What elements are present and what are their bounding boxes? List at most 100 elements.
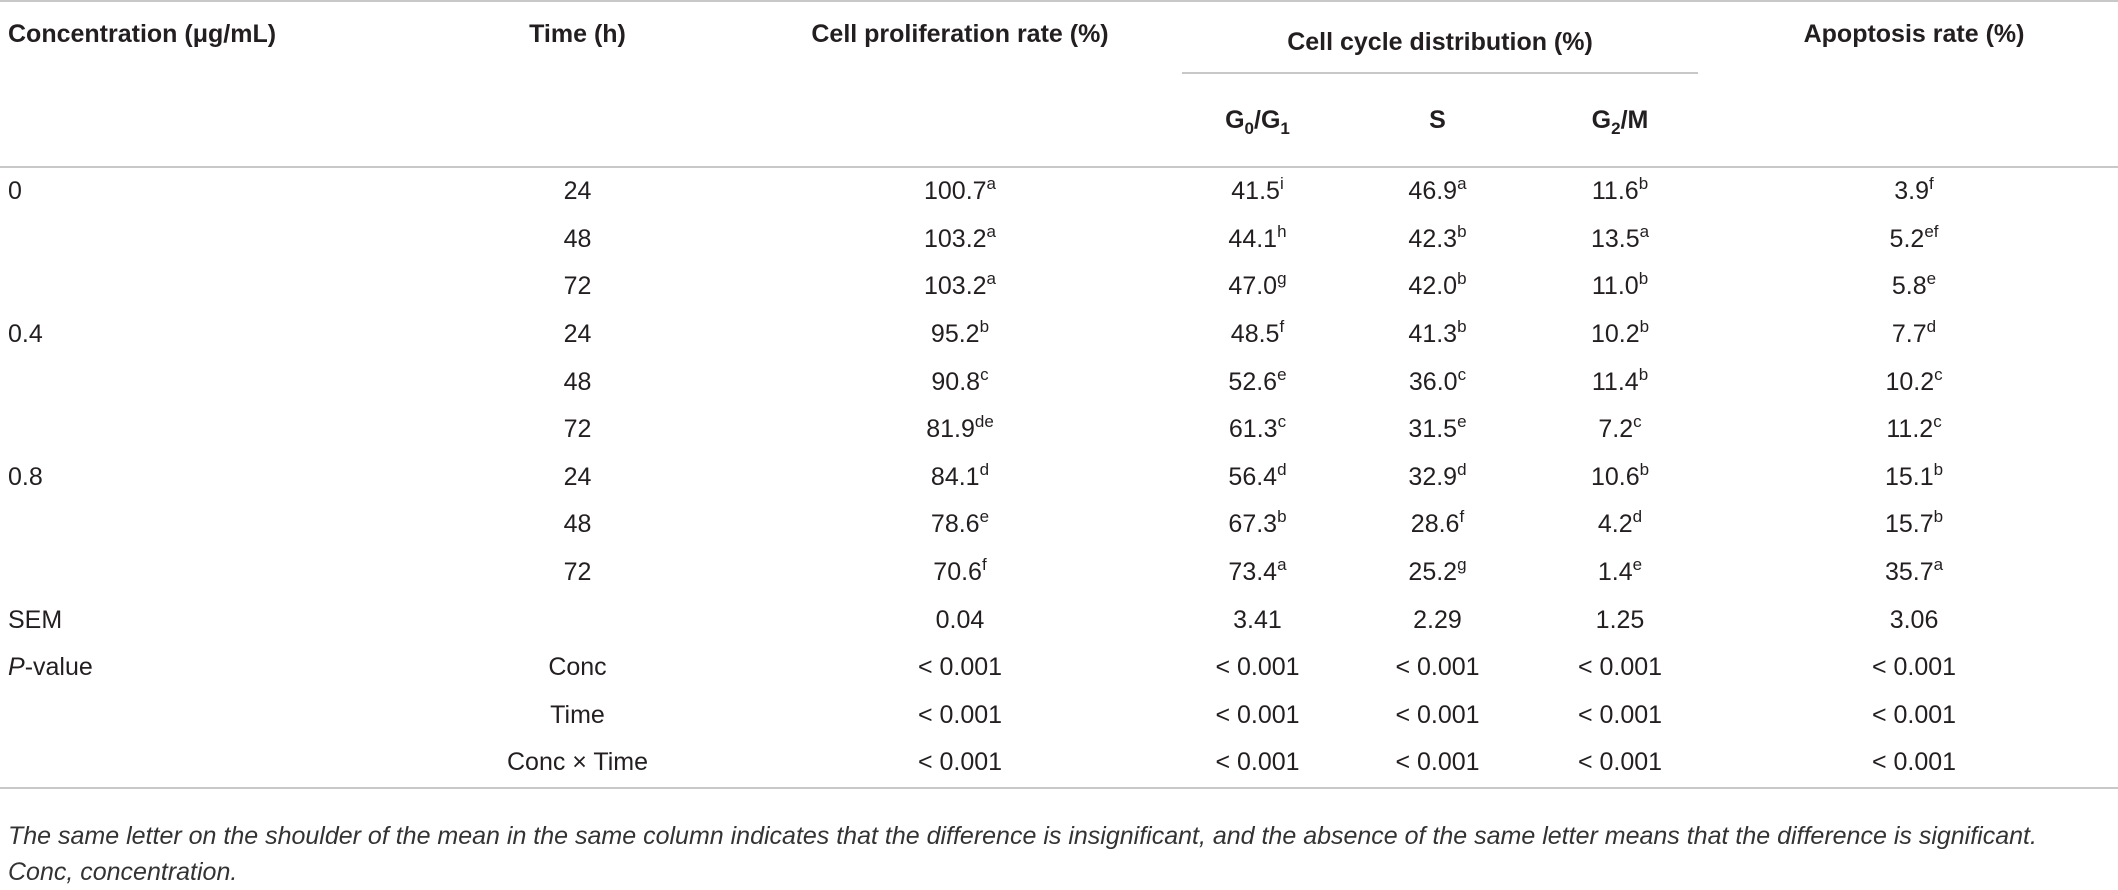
significance-letter: b bbox=[1639, 459, 1650, 479]
cell-apoptosis: < 0.001 bbox=[1710, 644, 2118, 692]
cell-apoptosis: 11.2c bbox=[1710, 406, 2118, 454]
value: 61.3 bbox=[1228, 415, 1278, 444]
cell-g2m: 11.0b bbox=[1530, 263, 1710, 311]
significance-letter: d bbox=[1277, 459, 1287, 479]
value: 11.2 bbox=[1886, 415, 1934, 444]
cell-s: < 0.001 bbox=[1345, 739, 1530, 789]
value: 15.7 bbox=[1884, 510, 1934, 539]
header-g2m: G2/M bbox=[1530, 74, 1711, 168]
value: 28.6 bbox=[1410, 510, 1460, 539]
cell-apoptosis: 5.2ef bbox=[1710, 216, 2118, 264]
cell-apoptosis: 7.7d bbox=[1710, 311, 2118, 359]
significance-letter: g bbox=[1457, 555, 1467, 575]
value: 46.9 bbox=[1408, 177, 1458, 206]
cell-time: 24 bbox=[563, 462, 592, 491]
value: < 0.001 bbox=[1577, 748, 1663, 777]
cell-concentration: 0 bbox=[0, 167, 405, 216]
value: 10.2 bbox=[1885, 367, 1935, 396]
header-proliferation: Cell proliferation rate (%) bbox=[750, 0, 1170, 168]
cell-concentration: 0.8 bbox=[0, 454, 405, 502]
cell-g0g1: 56.4d bbox=[1170, 454, 1345, 502]
value: < 0.001 bbox=[917, 700, 1003, 729]
cell-time: Time bbox=[550, 700, 605, 729]
cell-proliferation: < 0.001 bbox=[750, 692, 1170, 740]
significance-letter: d bbox=[1632, 507, 1643, 527]
table-row: Conc × Time < 0.001 < 0.001 < 0.001 < 0.001 <… bbox=[0, 739, 2118, 789]
value: < 0.001 bbox=[1577, 653, 1663, 682]
significance-letter: b bbox=[1639, 317, 1650, 337]
cell-s: < 0.001 bbox=[1345, 692, 1530, 740]
cell-s: 2.29 bbox=[1345, 596, 1530, 644]
significance-letter: h bbox=[1277, 221, 1287, 241]
cell-proliferation: < 0.001 bbox=[750, 644, 1170, 692]
cell-concentration bbox=[0, 216, 405, 264]
value: 3.9 bbox=[1894, 177, 1930, 206]
value: 2.29 bbox=[1413, 605, 1462, 634]
table-row: Time < 0.001 < 0.001 < 0.001 < 0.001 < 0.001 bbox=[0, 692, 2118, 740]
table-row: 48 78.6e 67.3b 28.6f 4.2d 15.7b bbox=[0, 501, 2118, 549]
value: 48.5 bbox=[1230, 320, 1280, 349]
cell-g0g1: 3.41 bbox=[1170, 596, 1345, 644]
value: 1.4 bbox=[1597, 558, 1633, 587]
cell-s: 36.0c bbox=[1345, 358, 1530, 406]
cell-g2m: 10.6b bbox=[1530, 454, 1710, 502]
cell-apoptosis: 3.9f bbox=[1710, 167, 2118, 216]
significance-letter: e bbox=[1632, 555, 1643, 575]
cell-g2m: 1.4e bbox=[1530, 549, 1710, 597]
header-s: S bbox=[1345, 74, 1530, 168]
value: 3.41 bbox=[1233, 605, 1282, 634]
concentration-label: 0 bbox=[8, 177, 22, 206]
cell-apoptosis: 10.2c bbox=[1710, 358, 2118, 406]
significance-letter: e bbox=[979, 507, 990, 527]
significance-letter: c bbox=[980, 364, 989, 384]
cell-time: 24 bbox=[563, 320, 592, 349]
value: 15.1 bbox=[1884, 462, 1934, 491]
value: 36.0 bbox=[1408, 367, 1458, 396]
value: 11.0 bbox=[1591, 272, 1639, 301]
significance-letter: b bbox=[1457, 269, 1467, 289]
value: < 0.001 bbox=[1395, 700, 1480, 729]
value: < 0.001 bbox=[1215, 748, 1300, 777]
concentration-label: 0.8 bbox=[8, 462, 43, 491]
value: 90.8 bbox=[931, 367, 981, 396]
cell-s: 32.9d bbox=[1345, 454, 1530, 502]
cell-proliferation: 78.6e bbox=[750, 501, 1170, 549]
italic-p: P bbox=[8, 653, 25, 682]
value: 10.2 bbox=[1590, 320, 1640, 349]
header-time: Time (h) bbox=[405, 0, 750, 168]
cell-time: 72 bbox=[563, 558, 592, 587]
cell-g2m: 7.2c bbox=[1530, 406, 1710, 454]
cell-proliferation: 90.8c bbox=[750, 358, 1170, 406]
significance-letter: b bbox=[1457, 317, 1467, 337]
value: 52.6 bbox=[1228, 367, 1278, 396]
value: < 0.001 bbox=[917, 748, 1003, 777]
significance-letter: a bbox=[1639, 221, 1650, 241]
cell-apoptosis: < 0.001 bbox=[1710, 692, 2118, 740]
value: < 0.001 bbox=[1395, 653, 1480, 682]
value: 42.0 bbox=[1408, 272, 1458, 301]
cell-proliferation: 0.04 bbox=[750, 596, 1170, 644]
table-row: 48 90.8c 52.6e 36.0c 11.4b 10.2c bbox=[0, 358, 2118, 406]
value: 81.9 bbox=[926, 415, 975, 444]
significance-letter: a bbox=[986, 269, 997, 289]
cell-apoptosis: 3.06 bbox=[1710, 596, 2118, 644]
significance-letter: b bbox=[1638, 364, 1649, 384]
value: 44.1 bbox=[1228, 224, 1278, 253]
cell-proliferation: 81.9de bbox=[750, 406, 1170, 454]
significance-letter: c bbox=[1934, 364, 1943, 384]
value: 47.0 bbox=[1228, 272, 1278, 301]
cell-g0g1: 73.4a bbox=[1170, 549, 1345, 597]
cell-concentration: SEM bbox=[0, 596, 405, 644]
cell-proliferation: 70.6f bbox=[750, 549, 1170, 597]
cell-concentration bbox=[0, 739, 405, 789]
significance-letter: b bbox=[1457, 221, 1467, 241]
significance-letter: c bbox=[1457, 364, 1467, 384]
value: 25.2 bbox=[1408, 558, 1458, 587]
data-table-container: Concentration (μg/mL) Time (h) Cell prol… bbox=[0, 0, 2118, 789]
significance-letter: e bbox=[1457, 412, 1467, 432]
significance-letter: b bbox=[1933, 507, 1944, 527]
value: 41.3 bbox=[1408, 320, 1458, 349]
value: 78.6 bbox=[930, 510, 980, 539]
cell-g2m: 4.2d bbox=[1530, 501, 1710, 549]
significance-letter: b bbox=[979, 317, 990, 337]
